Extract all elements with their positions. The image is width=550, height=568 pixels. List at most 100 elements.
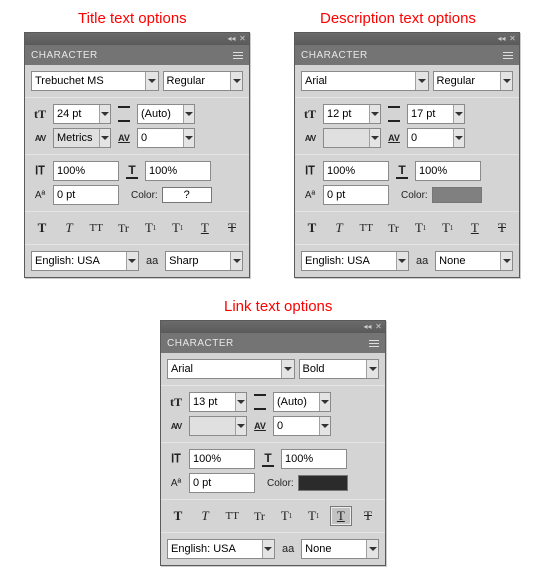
leading-input[interactable] [408, 105, 453, 123]
color-swatch[interactable] [298, 475, 348, 491]
type-style-button[interactable]: T [31, 218, 53, 238]
type-style-button[interactable]: T [58, 218, 80, 238]
dropdown-icon[interactable] [183, 129, 194, 147]
font-size-select[interactable] [53, 104, 111, 124]
tracking-select[interactable] [273, 416, 331, 436]
tracking-input[interactable] [138, 129, 183, 147]
dropdown-icon[interactable] [230, 72, 242, 90]
horizontal-scale-input[interactable] [146, 162, 210, 180]
font-size-select[interactable] [323, 104, 381, 124]
color-swatch[interactable]: ? [162, 187, 212, 203]
vertical-scale-field[interactable] [53, 161, 119, 181]
baseline-shift-field[interactable] [189, 473, 255, 493]
leading-select[interactable] [273, 392, 331, 412]
type-style-button[interactable]: Tr [382, 218, 404, 238]
antialias-input[interactable] [302, 540, 366, 558]
type-style-button[interactable]: T [167, 506, 189, 526]
vertical-scale-field[interactable] [189, 449, 255, 469]
antialias-input[interactable] [436, 252, 500, 270]
antialias-select[interactable] [435, 251, 513, 271]
type-style-button[interactable]: T [194, 506, 216, 526]
dropdown-icon[interactable] [369, 105, 380, 123]
close-icon[interactable]: ✕ [508, 35, 517, 44]
collapse-icon[interactable]: ◂◂ [227, 35, 236, 44]
close-icon[interactable]: ✕ [374, 323, 383, 332]
dropdown-icon[interactable] [319, 393, 330, 411]
language-select[interactable] [167, 539, 275, 559]
language-select[interactable] [301, 251, 409, 271]
dropdown-icon[interactable] [281, 360, 294, 378]
type-style-button[interactable]: T [357, 506, 379, 526]
kerning-select[interactable] [189, 416, 247, 436]
horizontal-scale-input[interactable] [282, 450, 346, 468]
font-family-input[interactable] [32, 72, 145, 90]
tracking-select[interactable] [407, 128, 465, 148]
font-family-select[interactable] [167, 359, 295, 379]
font-style-select[interactable] [163, 71, 243, 91]
dropdown-icon[interactable] [145, 72, 158, 90]
horizontal-scale-input[interactable] [416, 162, 480, 180]
horizontal-scale-field[interactable] [415, 161, 481, 181]
type-style-button[interactable]: T1 [276, 506, 298, 526]
baseline-shift-field[interactable] [53, 185, 119, 205]
font-style-select[interactable] [433, 71, 513, 91]
type-style-button[interactable]: T [301, 218, 323, 238]
dropdown-icon[interactable] [453, 105, 464, 123]
dropdown-icon[interactable] [126, 252, 138, 270]
type-style-button[interactable]: Tr [248, 506, 270, 526]
antialias-select[interactable] [301, 539, 379, 559]
language-input[interactable] [302, 252, 396, 270]
dropdown-icon[interactable] [415, 72, 428, 90]
font-family-select[interactable] [301, 71, 429, 91]
language-input[interactable] [168, 540, 262, 558]
type-style-button[interactable]: T1 [410, 218, 432, 238]
panel-menu-icon[interactable] [367, 337, 381, 349]
kerning-input[interactable] [54, 129, 99, 147]
tracking-input[interactable] [274, 417, 319, 435]
vertical-scale-input[interactable] [190, 450, 254, 468]
baseline-shift-input[interactable] [54, 186, 118, 204]
type-style-button[interactable]: T [221, 218, 243, 238]
dropdown-icon[interactable] [99, 105, 110, 123]
font-family-select[interactable] [31, 71, 159, 91]
dropdown-icon[interactable] [230, 252, 242, 270]
color-swatch[interactable] [432, 187, 482, 203]
language-select[interactable] [31, 251, 139, 271]
tracking-input[interactable] [408, 129, 453, 147]
baseline-shift-input[interactable] [324, 186, 388, 204]
type-style-button[interactable]: TT [85, 218, 107, 238]
font-style-input[interactable] [300, 360, 367, 378]
baseline-shift-input[interactable] [190, 474, 254, 492]
font-style-input[interactable] [164, 72, 231, 90]
dropdown-icon[interactable] [453, 129, 464, 147]
leading-select[interactable] [137, 104, 195, 124]
dropdown-icon[interactable] [235, 417, 246, 435]
language-input[interactable] [32, 252, 126, 270]
leading-input[interactable] [138, 105, 183, 123]
dropdown-icon[interactable] [262, 540, 274, 558]
vertical-scale-field[interactable] [323, 161, 389, 181]
kerning-select[interactable] [53, 128, 111, 148]
type-style-button[interactable]: Tr [112, 218, 134, 238]
dropdown-icon[interactable] [235, 393, 246, 411]
type-style-button[interactable]: T [491, 218, 513, 238]
close-icon[interactable]: ✕ [238, 35, 247, 44]
dropdown-icon[interactable] [366, 360, 378, 378]
panel-menu-icon[interactable] [231, 49, 245, 61]
font-family-input[interactable] [302, 72, 415, 90]
kerning-select[interactable] [323, 128, 381, 148]
leading-select[interactable] [407, 104, 465, 124]
type-style-button[interactable]: T1 [437, 218, 459, 238]
type-style-button[interactable]: T1 [303, 506, 325, 526]
type-style-button[interactable]: T [330, 506, 352, 526]
dropdown-icon[interactable] [500, 252, 512, 270]
antialias-select[interactable] [165, 251, 243, 271]
font-style-select[interactable] [299, 359, 379, 379]
type-style-button[interactable]: TT [221, 506, 243, 526]
horizontal-scale-field[interactable] [281, 449, 347, 469]
type-style-button[interactable]: TT [355, 218, 377, 238]
type-style-button[interactable]: T [328, 218, 350, 238]
vertical-scale-input[interactable] [54, 162, 118, 180]
type-style-button[interactable]: T1 [140, 218, 162, 238]
kerning-input[interactable] [324, 129, 369, 147]
